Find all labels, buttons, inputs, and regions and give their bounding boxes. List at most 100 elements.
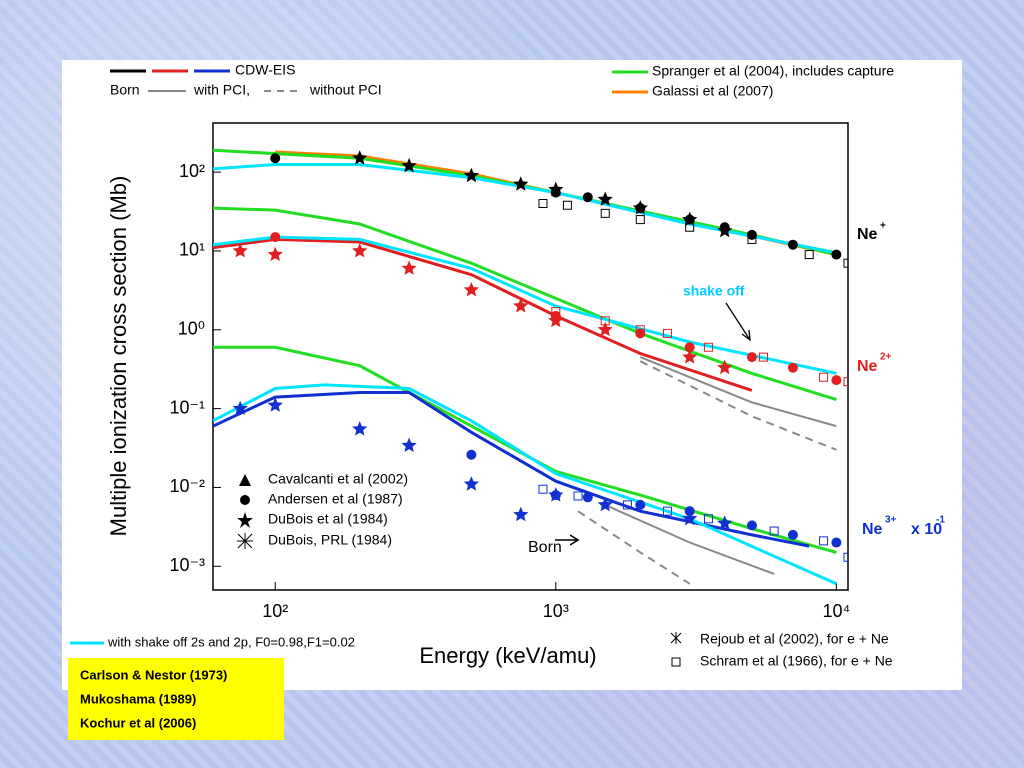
data-point [831, 249, 842, 260]
data-point [635, 325, 645, 335]
annotation: Born [528, 539, 562, 556]
legend-label: Galassi et al (2007) [652, 83, 773, 99]
annotation: 3+ [885, 515, 897, 526]
side-box-label: Mukoshama (1989) [80, 691, 196, 706]
y-axis-label: Multiple ionization cross section (Mb) [106, 176, 131, 537]
data-point [622, 500, 632, 510]
data-point [548, 181, 564, 197]
data-point [746, 229, 757, 240]
side-box-label: Carlson & Nestor (1973) [80, 667, 227, 682]
data-point [597, 191, 613, 206]
y-tick-label: 10⁻¹ [169, 397, 205, 417]
data-point [717, 222, 733, 238]
data-point [352, 150, 368, 165]
annotation: Ne [857, 358, 878, 375]
data-point [267, 397, 283, 412]
data-point [703, 514, 713, 524]
data-point [759, 352, 769, 362]
data-point [352, 421, 368, 436]
data-point [551, 307, 561, 317]
data-point [769, 526, 779, 536]
data-point [831, 375, 842, 386]
data-point [682, 510, 698, 526]
curve [639, 360, 837, 451]
data-point [513, 176, 529, 191]
data-point [538, 198, 548, 208]
data-point [831, 537, 842, 548]
data-point [401, 260, 417, 275]
data-point [538, 484, 548, 494]
y-tick-label: 10² [179, 161, 205, 181]
data-point [513, 506, 529, 522]
data-point [682, 211, 698, 227]
data-point [746, 352, 757, 363]
data-point [843, 377, 848, 387]
data-point [463, 282, 479, 297]
annotation: -1 [936, 515, 945, 526]
annotation: 2+ [880, 352, 892, 363]
data-point [597, 321, 613, 337]
data-point [463, 167, 479, 183]
legend-label: Spranger et al (2004), includes capture [652, 63, 894, 79]
data-point [582, 192, 593, 203]
legend-label: Cavalcanti et al (2002) [268, 471, 408, 487]
data-point [232, 400, 248, 416]
data-point [267, 246, 283, 261]
data-point [463, 476, 479, 491]
data-point [582, 492, 593, 503]
plot [213, 148, 848, 586]
legend-samples [70, 69, 751, 667]
x-axis-label: Energy (keV/amu) [419, 643, 596, 668]
data-point [270, 232, 281, 243]
data-point [662, 506, 672, 516]
side-box-label: Kochur et al (2006) [80, 715, 196, 730]
data-point [682, 349, 698, 364]
data-point [232, 243, 248, 258]
y-tick-label: 10⁰ [178, 319, 205, 339]
data-point [717, 515, 733, 530]
data-point [548, 312, 564, 328]
data-point [401, 157, 417, 173]
data-point [787, 362, 798, 373]
annotation: Ne [857, 226, 878, 243]
data-point [746, 520, 757, 531]
data-point [819, 372, 829, 382]
data-point [401, 437, 417, 452]
side-box [68, 658, 284, 740]
data-point [717, 359, 733, 375]
curve [639, 356, 837, 428]
curve [213, 383, 838, 586]
data-point [804, 250, 814, 260]
data-point [787, 529, 798, 540]
legend-label: Rejoub et al (2002), for e + Ne [700, 631, 889, 647]
plot-frame [212, 122, 849, 591]
y-tick-label: 10⁻³ [169, 555, 205, 575]
legend-label: CDW-EIS [235, 62, 295, 78]
data-point [632, 200, 648, 215]
annotation: + [880, 221, 886, 232]
y-tick-label: 10⁻² [169, 476, 205, 496]
legend-label: Born [110, 82, 140, 98]
data-point [819, 536, 829, 546]
x-tick-label: 10⁴ [823, 601, 851, 621]
data-point [684, 342, 695, 353]
data-point [548, 487, 564, 502]
data-point [573, 491, 583, 501]
legend-label: DuBois et al (1984) [268, 511, 388, 527]
data-point [843, 258, 848, 268]
legend-label: Andersen et al (1987) [268, 491, 403, 507]
data-point [747, 234, 757, 244]
data-point [635, 499, 646, 510]
data-point [703, 342, 713, 352]
data-point [685, 222, 695, 232]
legend-label: Schram et al (1966), for e + Ne [700, 653, 893, 669]
annotation: shake off [683, 283, 745, 299]
data-point [352, 243, 368, 258]
legend-label: with PCI, [193, 82, 250, 98]
annotation: Ne [862, 521, 883, 538]
x-tick-label: 10² [262, 601, 288, 621]
x-tick-label: 10³ [543, 601, 569, 621]
data-point [466, 449, 477, 460]
curve [577, 510, 691, 585]
